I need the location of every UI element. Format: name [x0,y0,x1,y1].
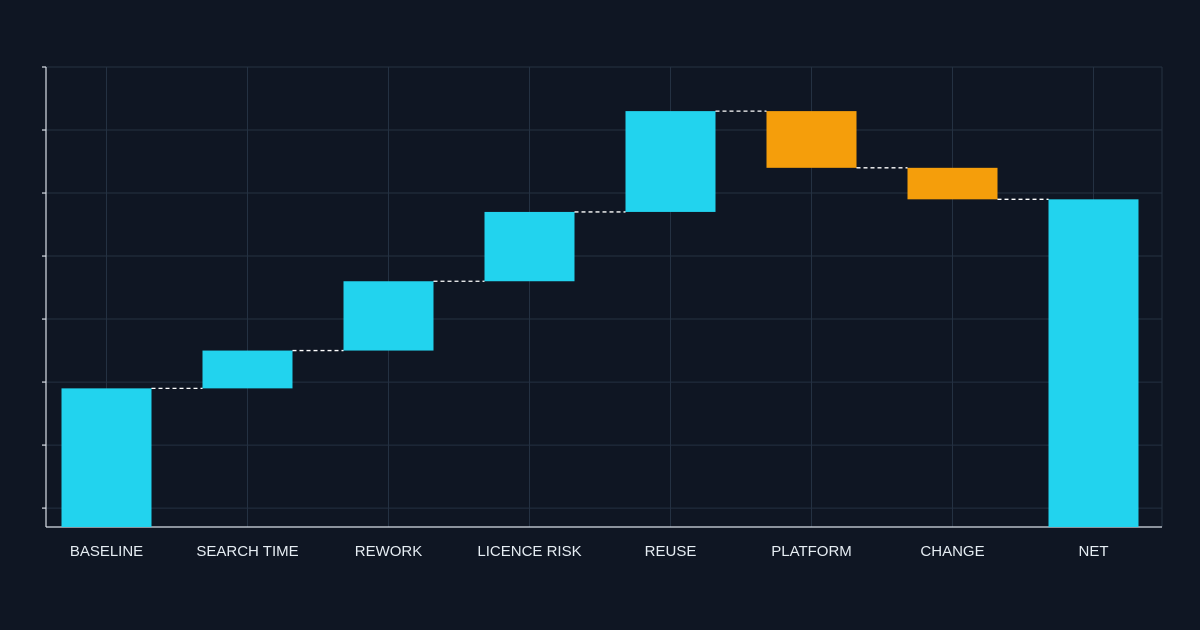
x-tick-label: CHANGE [920,543,984,560]
bar [343,281,434,351]
bar [766,111,857,168]
x-tick-label: BASELINE [70,543,143,560]
x-tick-label: PLATFORM [771,543,852,560]
x-tick-label: LICENCE RISK [477,543,581,560]
bar [61,388,152,527]
bar [625,111,716,212]
x-tick-label: REUSE [645,543,697,560]
x-tick-label: REWORK [355,543,423,560]
bar [907,167,998,200]
bar [484,211,575,282]
bar [202,350,293,389]
x-tick-label: NET [1079,543,1109,560]
x-tick-label: SEARCH TIME [196,543,298,560]
bar [1048,199,1139,527]
